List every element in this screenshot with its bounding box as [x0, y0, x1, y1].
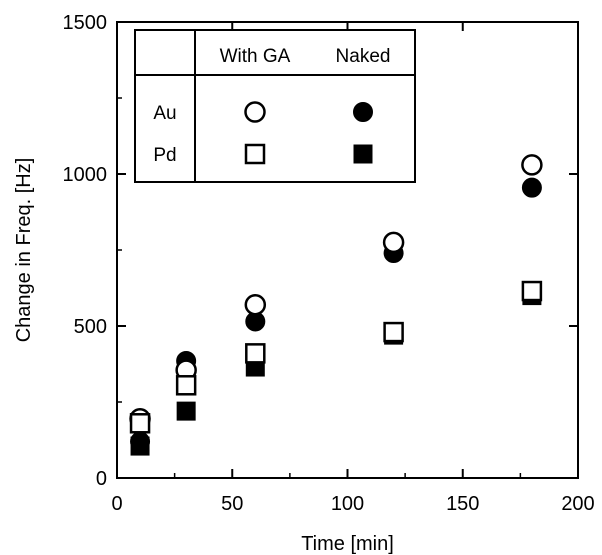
data-point: [382, 231, 405, 254]
x-tick-label: 50: [221, 493, 243, 515]
x-axis-title: Time [min]: [301, 533, 394, 555]
axis-tick-labels: 0 50 100 150 200 0 500 1000 1500: [63, 12, 595, 515]
legend-marker-pd-with-ga: [244, 143, 266, 165]
legend-marker-au-with-ga: [244, 101, 266, 123]
x-tick-label: 0: [111, 493, 122, 515]
legend-row-pd: Pd: [153, 145, 176, 166]
legend-row-au: Au: [153, 103, 176, 124]
data-point: [521, 280, 543, 302]
data-point: [129, 413, 151, 434]
data-point: [175, 375, 197, 396]
data-point: [130, 436, 150, 456]
data-point: [245, 343, 266, 364]
data-point: [383, 321, 404, 343]
data-point: [521, 177, 542, 198]
legend-marker-pd-naked: [353, 144, 373, 164]
data-points: [129, 154, 543, 456]
legend-column-with-ga: With GA: [220, 46, 291, 67]
data-point: [244, 293, 267, 316]
legend-marker-au-naked: [353, 102, 373, 122]
y-tick-label: 1000: [63, 164, 108, 186]
y-tick-label: 1500: [63, 12, 108, 34]
x-tick-label: 150: [446, 493, 479, 515]
legend-column-naked: Naked: [336, 46, 391, 67]
y-tick-label: 0: [96, 468, 107, 490]
legend-markers: [244, 101, 373, 165]
x-tick-label: 200: [561, 493, 594, 515]
y-tick-label: 500: [74, 316, 107, 338]
legend: With GA Naked Au Pd: [134, 29, 416, 183]
y-axis-title: Change in Freq. [Hz]: [13, 158, 35, 343]
x-tick-label: 100: [331, 493, 364, 515]
data-point: [176, 401, 196, 421]
data-point: [521, 154, 543, 176]
